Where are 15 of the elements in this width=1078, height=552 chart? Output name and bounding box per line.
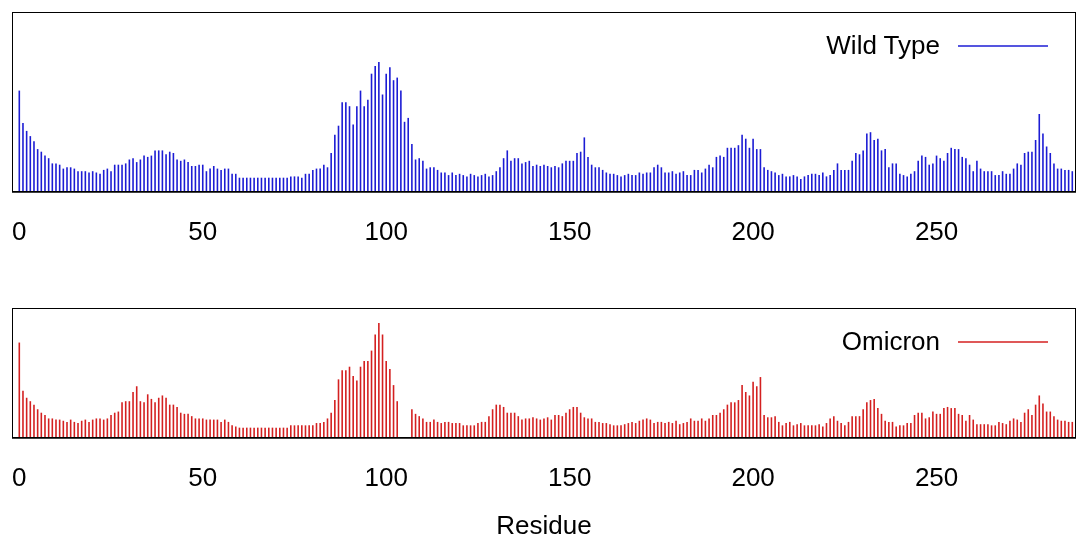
- x-tick-label: 0: [12, 462, 27, 493]
- x-tick-label: 100: [364, 216, 408, 247]
- x-tick-label: 50: [188, 462, 218, 493]
- x-tick-label: 250: [914, 462, 959, 493]
- x-tick-label: 200: [731, 462, 775, 493]
- x-tick-label: 100: [364, 462, 408, 493]
- x-axis-title: Residue: [496, 510, 592, 540]
- x-tick-label: 50: [188, 216, 218, 247]
- x-tick-label: 200: [731, 216, 775, 247]
- legend-label: Wild Type: [826, 30, 940, 61]
- x-tick-label: 250: [914, 216, 959, 247]
- x-tick-label: 150: [547, 462, 592, 493]
- x-tick-label: 150: [547, 216, 592, 247]
- legend-label: Omicron: [841, 326, 940, 357]
- x-tick-label: 0: [12, 216, 27, 247]
